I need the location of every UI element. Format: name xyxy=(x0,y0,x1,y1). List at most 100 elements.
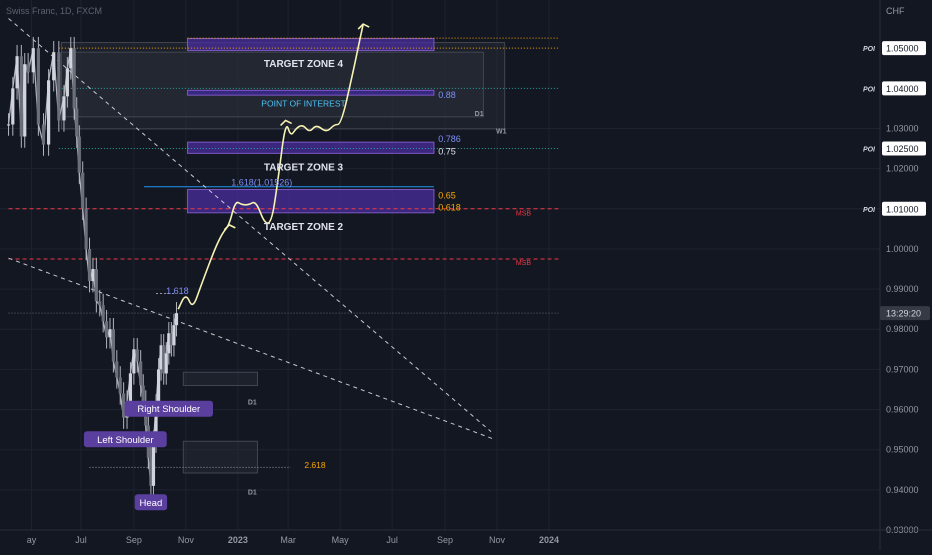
price-candle xyxy=(87,248,92,282)
plot-area: TARGET ZONE 4 POINT OF INTEREST TARGET ZON… xyxy=(0,0,880,530)
x-tick-label: ay xyxy=(27,535,37,545)
label-fib-0-786: 0.786 xyxy=(438,134,461,144)
price-candle xyxy=(151,441,156,486)
y-label-highlight-bg xyxy=(882,141,926,156)
price-candle xyxy=(36,48,40,125)
x-tick-label: Sep xyxy=(437,535,453,545)
box-w1 xyxy=(60,42,506,130)
price-candle xyxy=(84,208,88,249)
price-candle xyxy=(19,56,23,137)
label-d1-bottom: D1 xyxy=(248,490,257,497)
price-candle xyxy=(139,361,143,386)
badge-head: Head xyxy=(140,498,163,509)
price-candle xyxy=(31,48,35,73)
price-candle xyxy=(15,56,19,89)
price-candle xyxy=(111,329,115,362)
label-fib-0-65: 0.65 xyxy=(438,190,456,200)
y-label-highlight: 1.05000 xyxy=(886,44,919,54)
price-candle xyxy=(156,369,161,406)
projection-arrowhead xyxy=(223,223,236,231)
price-candle xyxy=(11,88,15,125)
symbol-header: Swiss Franc, 1D, FXCM xyxy=(6,6,103,16)
price-candle xyxy=(75,108,79,137)
price-candle xyxy=(174,313,179,326)
poi-1-025: POI xyxy=(863,147,876,154)
x-tick-label: May xyxy=(332,535,350,545)
y-tick-label: 0.95000 xyxy=(886,445,919,455)
label-point-of-interest: POINT OF INTEREST xyxy=(261,98,345,108)
price-candle xyxy=(149,457,153,486)
zone-poi xyxy=(187,89,435,96)
price-candle xyxy=(128,373,133,402)
label-target-zone-3: TARGET ZONE 3 xyxy=(264,163,344,174)
price-candle xyxy=(172,325,176,346)
price-candle xyxy=(69,48,73,69)
y-tick-label: 0.94000 xyxy=(886,485,919,495)
poi-1-04: POI xyxy=(863,86,876,93)
price-candle xyxy=(115,361,119,378)
x-tick-label: Jul xyxy=(386,535,398,545)
price-candle xyxy=(65,68,69,97)
badge-left-shoulder: Left Shoulder xyxy=(97,435,154,446)
label-fib-0-88: 0.88 xyxy=(438,90,456,100)
price-candle xyxy=(159,345,163,370)
price-candle xyxy=(23,64,27,137)
label-d1-mid: D1 xyxy=(248,400,257,407)
poi-1-01: POI xyxy=(863,207,876,214)
y-tick-label: 0.97000 xyxy=(886,364,919,374)
price-candle xyxy=(101,305,105,322)
y-label-highlight: 1.01000 xyxy=(886,204,919,214)
price-candle xyxy=(122,393,126,418)
label-fib-2-618: 2.618 xyxy=(304,460,326,470)
price-candle xyxy=(118,377,122,394)
label-fib-0-618: 0.618 xyxy=(438,202,461,212)
y-tick-label: 1.02000 xyxy=(886,164,919,174)
price-candle xyxy=(94,269,98,302)
badge-left-shoulder-bg xyxy=(83,431,167,448)
price-candle xyxy=(91,269,95,282)
label-fib-0-75: 0.75 xyxy=(438,147,456,157)
zone-target-2 xyxy=(187,189,435,214)
y-label-highlight-bg xyxy=(882,41,926,56)
price-candle xyxy=(41,124,46,145)
price-candle xyxy=(47,80,51,145)
price-candle xyxy=(135,349,139,362)
projection-arrowhead xyxy=(280,119,292,127)
y-tick-label: 0.99000 xyxy=(886,284,919,294)
price-candle xyxy=(167,333,171,354)
label-msb-lower: MSB xyxy=(516,260,532,267)
x-tick-label: Nov xyxy=(178,535,195,545)
price-candle xyxy=(169,333,173,346)
y-tick-label: 0.96000 xyxy=(886,405,919,415)
zone-target-4 xyxy=(187,38,435,52)
x-tick-label: Sep xyxy=(126,535,142,545)
badge-head-bg xyxy=(134,494,168,511)
label-target-zone-2: TARGET ZONE 2 xyxy=(264,222,344,233)
price-candle xyxy=(141,385,145,402)
price-candle xyxy=(57,52,61,121)
price-candle xyxy=(6,124,11,126)
y-label-highlight-bg xyxy=(882,81,926,96)
y-tick-label: 1.00000 xyxy=(886,244,919,254)
box-d1-top xyxy=(60,51,484,118)
label-fib-1-618-lower: 1.618 xyxy=(166,286,189,296)
price-candle xyxy=(52,52,56,81)
price-candle xyxy=(72,48,76,109)
y-label-current-bg xyxy=(880,306,930,321)
box-d1-right-shoulder xyxy=(182,371,258,386)
poi-1-05: POI xyxy=(863,46,876,53)
label-msb-upper: MSB xyxy=(516,211,532,218)
x-tick-label: Mar xyxy=(280,535,296,545)
box-d1-head xyxy=(182,440,258,474)
badge-right-shoulder-bg xyxy=(124,400,214,417)
badge-right-shoulder: Right Shoulder xyxy=(137,404,200,415)
projection-arrowhead xyxy=(357,23,370,30)
price-candle xyxy=(132,349,136,374)
y-tick-label: 0.98000 xyxy=(886,324,919,334)
price-candle xyxy=(164,353,168,374)
label-d1-top: D1 xyxy=(475,111,484,118)
projection-path xyxy=(177,23,364,310)
